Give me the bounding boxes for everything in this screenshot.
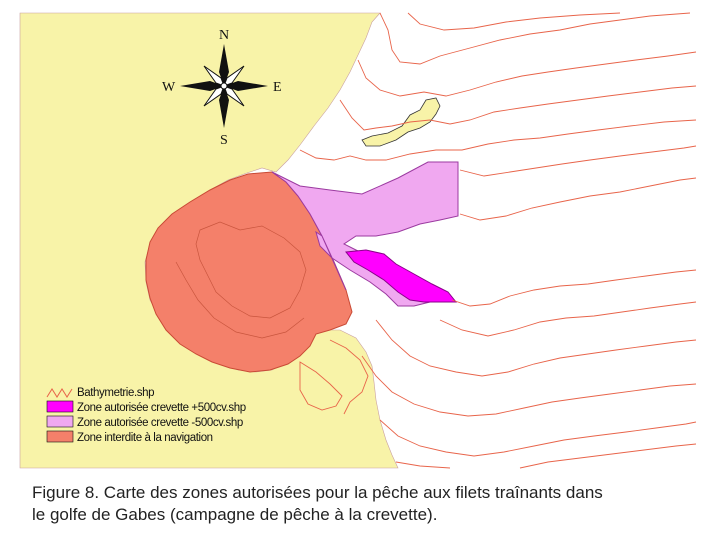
compass-rose: N S E W <box>162 28 282 148</box>
legend: Bathymetrie.shp Zone autorisée crevette … <box>46 387 246 444</box>
caption-line-2: le golfe de Gabes (campagne de pêche à l… <box>32 505 438 524</box>
compass-arrow-e <box>224 81 268 91</box>
legend-label-forbidden: Zone interdite à la navigation <box>77 432 213 444</box>
compass-arrow-w <box>180 81 224 91</box>
bathymetry-lines <box>299 12 697 469</box>
legend-label-bathymetry: Bathymetrie.shp <box>77 387 154 399</box>
compass-s: S <box>220 133 228 148</box>
forbidden-contour-2 <box>175 261 305 339</box>
legend-label-plus-500: Zone autorisée crevette +500cv.shp <box>77 402 246 414</box>
forbidden-contour <box>195 221 307 319</box>
compass-w: W <box>162 80 176 95</box>
island <box>361 97 441 147</box>
legend-symbol-forbidden <box>46 430 74 443</box>
caption-line-1: Figure 8. Carte des zones autorisées pou… <box>32 483 603 502</box>
legend-symbol-bathymetry <box>46 388 73 398</box>
zone-plus-500 <box>345 249 458 303</box>
compass-n: N <box>219 28 229 43</box>
legend-symbol-plus-500 <box>46 400 74 413</box>
legend-symbol-minus-500 <box>46 415 74 428</box>
legend-label-minus-500: Zone autorisée crevette -500cv.shp <box>77 417 243 429</box>
compass-e: E <box>273 80 282 95</box>
figure-caption: Figure 8. Carte des zones autorisées pou… <box>32 482 712 526</box>
compass-arrow-n <box>219 44 229 86</box>
compass-diagonals <box>203 65 245 107</box>
compass-arrow-s <box>219 86 229 128</box>
